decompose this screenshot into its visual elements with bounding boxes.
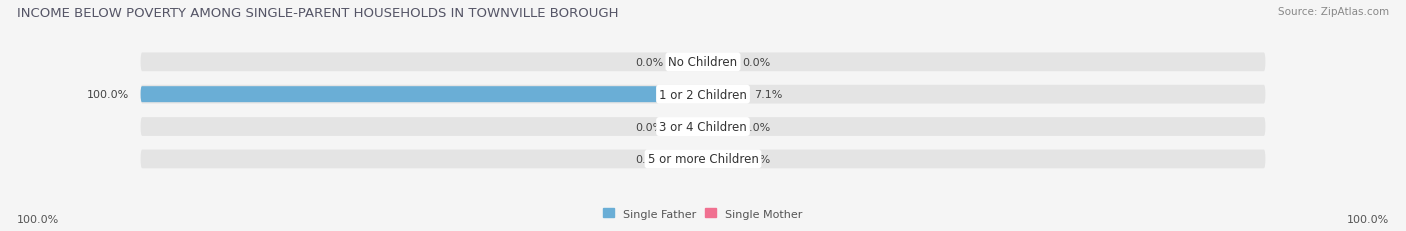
Text: 0.0%: 0.0% xyxy=(636,154,664,164)
Text: 0.0%: 0.0% xyxy=(742,154,770,164)
Legend: Single Father, Single Mother: Single Father, Single Mother xyxy=(599,204,807,223)
FancyBboxPatch shape xyxy=(141,87,703,103)
Text: 0.0%: 0.0% xyxy=(636,122,664,132)
Text: INCOME BELOW POVERTY AMONG SINGLE-PARENT HOUSEHOLDS IN TOWNVILLE BOROUGH: INCOME BELOW POVERTY AMONG SINGLE-PARENT… xyxy=(17,7,619,20)
FancyBboxPatch shape xyxy=(703,55,731,70)
Text: 1 or 2 Children: 1 or 2 Children xyxy=(659,88,747,101)
FancyBboxPatch shape xyxy=(703,151,731,167)
FancyBboxPatch shape xyxy=(141,85,1265,104)
Text: 100.0%: 100.0% xyxy=(1347,214,1389,224)
Text: 3 or 4 Children: 3 or 4 Children xyxy=(659,121,747,134)
FancyBboxPatch shape xyxy=(675,55,703,70)
Text: 100.0%: 100.0% xyxy=(17,214,59,224)
FancyBboxPatch shape xyxy=(703,119,731,135)
Text: 0.0%: 0.0% xyxy=(742,58,770,67)
FancyBboxPatch shape xyxy=(703,87,742,103)
FancyBboxPatch shape xyxy=(141,150,1265,169)
Text: 100.0%: 100.0% xyxy=(87,90,129,100)
Text: Source: ZipAtlas.com: Source: ZipAtlas.com xyxy=(1278,7,1389,17)
FancyBboxPatch shape xyxy=(675,151,703,167)
FancyBboxPatch shape xyxy=(675,119,703,135)
Text: 0.0%: 0.0% xyxy=(742,122,770,132)
Text: 0.0%: 0.0% xyxy=(636,58,664,67)
FancyBboxPatch shape xyxy=(141,53,1265,72)
Text: 7.1%: 7.1% xyxy=(754,90,783,100)
FancyBboxPatch shape xyxy=(141,118,1265,136)
Text: 5 or more Children: 5 or more Children xyxy=(648,153,758,166)
Text: No Children: No Children xyxy=(668,56,738,69)
